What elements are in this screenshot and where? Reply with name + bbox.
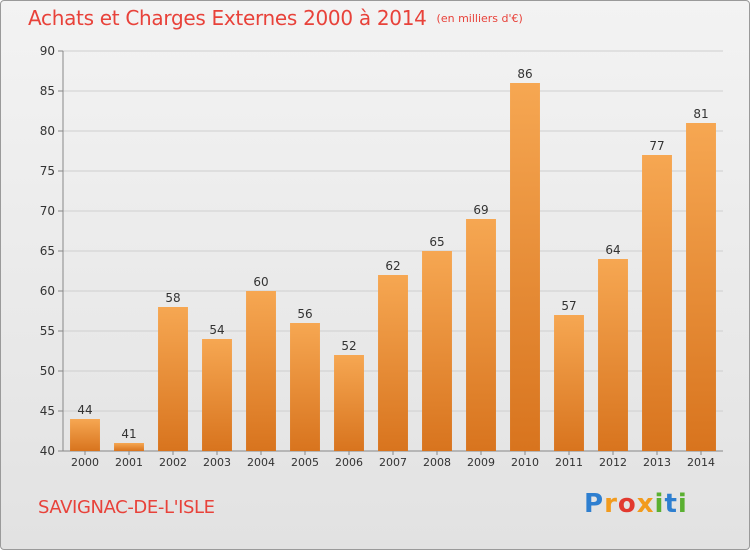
y-tick-label: 85 [40, 84, 55, 98]
data-label: 64 [605, 243, 620, 257]
bar-2000 [70, 419, 100, 451]
bar-2004 [246, 291, 276, 451]
x-tick-label: 2009 [467, 456, 495, 469]
x-tick-label: 2003 [203, 456, 231, 469]
bar-2003 [202, 339, 232, 451]
data-label: 60 [253, 275, 268, 289]
y-tick-label: 70 [40, 204, 55, 218]
bar-2005 [290, 323, 320, 451]
brand-letter: r [604, 489, 618, 519]
data-label: 54 [209, 323, 224, 337]
data-label: 86 [517, 67, 532, 81]
bar-2001 [114, 443, 144, 451]
brand-logo: Proxiti [584, 489, 688, 519]
bar-2007 [378, 275, 408, 451]
brand-letter: i [677, 489, 688, 519]
data-label: 69 [473, 203, 488, 217]
brand-letter: x [636, 489, 655, 519]
data-label: 81 [693, 107, 708, 121]
x-tick-label: 2008 [423, 456, 451, 469]
x-tick-label: 2014 [687, 456, 715, 469]
y-tick-label: 50 [40, 364, 55, 378]
x-tick-label: 2013 [643, 456, 671, 469]
y-tick-label: 90 [40, 44, 55, 58]
y-tick-label: 80 [40, 124, 55, 138]
x-tick-label: 2005 [291, 456, 319, 469]
x-tick-label: 2011 [555, 456, 583, 469]
data-label: 77 [649, 139, 664, 153]
brand-letter: o [617, 489, 637, 519]
bar-2006 [334, 355, 364, 451]
brand-letter: P [584, 489, 605, 519]
x-tick-label: 2010 [511, 456, 539, 469]
data-label: 41 [121, 427, 136, 441]
bar-2014 [686, 123, 716, 451]
data-labels: 44 41 58 54 60 56 52 62 65 69 86 57 64 77 81 [77, 67, 708, 441]
data-label: 58 [165, 291, 180, 305]
data-label: 65 [429, 235, 444, 249]
data-label: 56 [297, 307, 312, 321]
chart-title: Achats et Charges Externes 2000 à 2014 [28, 6, 427, 30]
y-tick-label: 75 [40, 164, 55, 178]
y-tick-label: 45 [40, 404, 55, 418]
y-axis-ticks: 40 45 50 55 60 65 70 75 80 85 90 [40, 44, 63, 458]
y-tick-label: 65 [40, 244, 55, 258]
data-label: 44 [77, 403, 92, 417]
y-tick-label: 55 [40, 324, 55, 338]
data-label: 57 [561, 299, 576, 313]
x-tick-label: 2004 [247, 456, 275, 469]
x-tick-label: 2002 [159, 456, 187, 469]
data-label: 52 [341, 339, 356, 353]
brand-letter: i [654, 489, 665, 519]
x-tick-label: 2012 [599, 456, 627, 469]
y-tick-label: 60 [40, 284, 55, 298]
town-name: SAVIGNAC-DE-L'ISLE [38, 497, 215, 518]
x-axis-ticks: 2000 2001 2002 2003 2004 2005 2006 2007 2008 2009… [71, 451, 715, 469]
data-label: 62 [385, 259, 400, 273]
x-tick-label: 2001 [115, 456, 143, 469]
bar-2008 [422, 251, 452, 451]
bar-2012 [598, 259, 628, 451]
bars [70, 83, 716, 451]
chart-title-row: Achats et Charges Externes 2000 à 2014 (e… [28, 6, 523, 30]
x-tick-label: 2006 [335, 456, 363, 469]
x-tick-label: 2007 [379, 456, 407, 469]
bar-2009 [466, 219, 496, 451]
y-tick-label: 40 [40, 444, 55, 458]
bar-2002 [158, 307, 188, 451]
bar-2010 [510, 83, 540, 451]
bar-2011 [554, 315, 584, 451]
chart-unit: (en milliers d'€) [436, 12, 523, 25]
x-tick-label: 2000 [71, 456, 99, 469]
brand-letter: t [664, 489, 678, 519]
bar-2013 [642, 155, 672, 451]
